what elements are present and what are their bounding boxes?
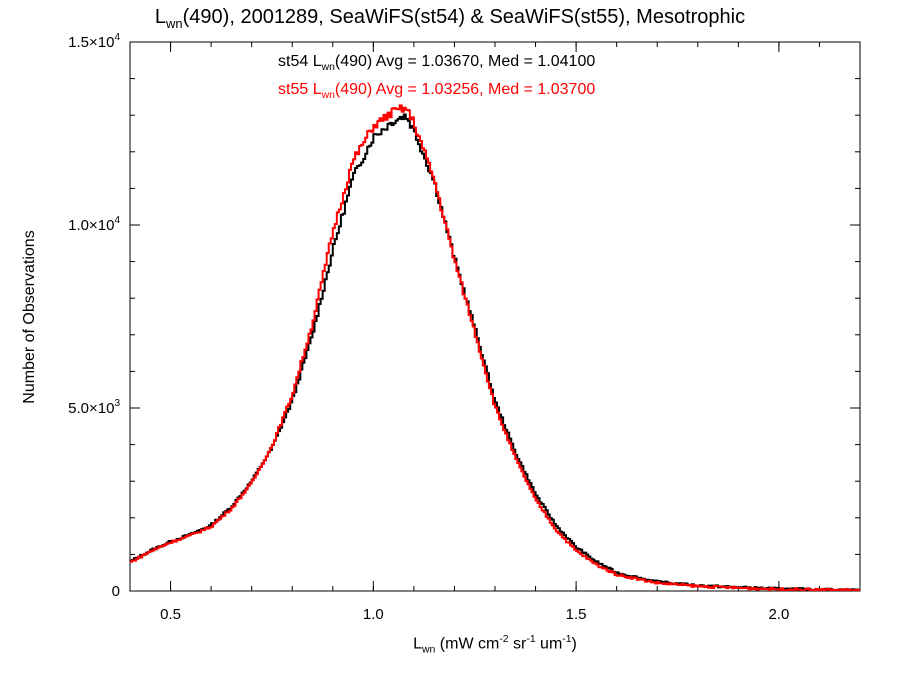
x-axis-label: Lwn (mW cm-2 sr-1 um-1) xyxy=(413,634,577,656)
x-tick-label: 0.5 xyxy=(160,606,181,623)
x-tick-label: 2.0 xyxy=(768,606,789,623)
x-tick-label: 1.5 xyxy=(566,606,587,623)
annotation-st55: st55 Lwn(490) Avg = 1.03256, Med = 1.037… xyxy=(278,81,596,102)
chart-title: Lwn(490), 2001289, SeaWiFS(st54) & SeaWi… xyxy=(154,6,746,31)
y-tick-label: 5.0×103 xyxy=(68,398,120,417)
y-tick-label: 0 xyxy=(112,583,120,600)
annotation-st54: st54 Lwn(490) Avg = 1.03670, Med = 1.041… xyxy=(278,53,596,74)
series-st54-line xyxy=(130,113,860,591)
plot-frame xyxy=(129,41,861,592)
series-st55-line xyxy=(130,104,860,591)
y-tick-label: 1.5×104 xyxy=(68,32,120,51)
y-tick-label: 1.0×104 xyxy=(68,215,120,234)
x-tick-label: 1.0 xyxy=(363,606,384,623)
